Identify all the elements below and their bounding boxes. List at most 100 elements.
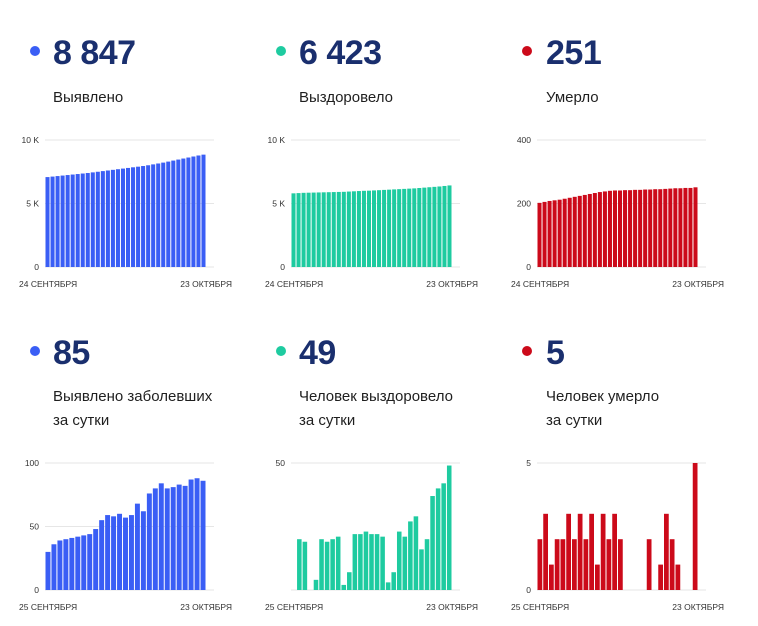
- bar: [105, 515, 111, 590]
- x-end-label: 23 ОКТЯБРЯ: [426, 279, 478, 289]
- bar: [341, 584, 347, 590]
- bar: [638, 189, 643, 267]
- bar: [164, 488, 170, 590]
- bar: [141, 166, 146, 267]
- bar: [387, 189, 392, 267]
- bar: [128, 515, 134, 590]
- y-tick-label: 0: [34, 585, 39, 595]
- chart-total-recovered: 0 5 K 10 K 24 СЕНТЯБРЯ 23 ОКТЯБРЯ: [265, 135, 478, 289]
- bar: [547, 200, 552, 267]
- x-start-label: 25 СЕНТЯБРЯ: [19, 602, 77, 612]
- bar: [607, 190, 612, 267]
- bar: [170, 487, 176, 590]
- bar: [668, 188, 673, 267]
- legend-dot: [522, 46, 532, 56]
- y-tick-label: 0: [34, 262, 39, 272]
- bar: [589, 513, 594, 590]
- bar: [572, 539, 577, 590]
- bar: [95, 171, 100, 267]
- bar: [75, 536, 81, 590]
- bar: [692, 463, 698, 590]
- bar: [319, 539, 324, 590]
- bar: [191, 156, 196, 267]
- x-start-label: 24 СЕНТЯБРЯ: [511, 279, 569, 289]
- bar: [618, 190, 623, 267]
- bar: [111, 516, 117, 590]
- bar: [87, 534, 93, 590]
- legend-dot: [30, 346, 40, 356]
- bar: [623, 190, 628, 267]
- bar: [430, 496, 435, 590]
- bar: [335, 536, 341, 590]
- bar: [341, 191, 346, 267]
- bar: [201, 154, 206, 267]
- label-daily-cases-line1: Выявлено заболевших: [53, 388, 213, 405]
- bar: [313, 579, 319, 590]
- bar: [572, 196, 577, 267]
- y-tick-label: 50: [276, 458, 286, 468]
- chart-total-cases: 0 5 K 10 K 24 СЕНТЯБРЯ 23 ОКТЯБРЯ: [19, 135, 232, 289]
- bar: [306, 192, 311, 267]
- bar: [321, 192, 326, 267]
- x-end-label: 23 ОКТЯБРЯ: [672, 279, 724, 289]
- bar: [117, 513, 123, 590]
- bar: [351, 191, 356, 267]
- bar: [120, 168, 125, 267]
- chart-daily-cases: 0 50 100 25 СЕНТЯБРЯ 23 ОКТЯБРЯ: [19, 458, 232, 612]
- bar: [377, 190, 382, 267]
- legend-dot: [30, 46, 40, 56]
- bar: [658, 564, 663, 590]
- bar: [446, 465, 452, 590]
- y-tick-label: 400: [517, 135, 531, 145]
- bar: [402, 536, 408, 590]
- bar: [602, 191, 607, 267]
- bar: [552, 200, 557, 267]
- bar: [612, 513, 617, 590]
- bar: [612, 190, 617, 267]
- bar: [182, 485, 188, 590]
- bar: [664, 513, 669, 590]
- bar: [352, 534, 358, 590]
- x-start-label: 25 СЕНТЯБРЯ: [511, 602, 569, 612]
- y-tick-label: 5 K: [272, 199, 285, 209]
- bar: [385, 582, 391, 590]
- bar: [374, 534, 380, 590]
- x-end-label: 23 ОКТЯБРЯ: [180, 602, 232, 612]
- bar: [437, 186, 442, 267]
- bar: [402, 188, 407, 267]
- bar: [123, 517, 128, 590]
- bar: [678, 188, 683, 267]
- bar: [75, 174, 80, 267]
- bar: [554, 539, 560, 590]
- bar: [407, 188, 412, 267]
- bar: [358, 534, 363, 590]
- bar: [653, 189, 658, 267]
- bar: [693, 187, 698, 267]
- bar: [301, 192, 306, 267]
- bar: [391, 572, 396, 590]
- bar: [296, 193, 301, 267]
- bar: [110, 169, 115, 267]
- bar: [441, 483, 446, 590]
- bar: [432, 186, 437, 267]
- x-end-label: 23 ОКТЯБРЯ: [180, 279, 232, 289]
- bar: [50, 176, 55, 267]
- bar: [152, 488, 158, 590]
- legend-dot: [522, 346, 532, 356]
- bar: [176, 159, 181, 267]
- bar: [136, 166, 141, 267]
- bar: [566, 513, 571, 590]
- bar: [93, 529, 99, 590]
- y-tick-label: 200: [517, 199, 531, 209]
- bar: [45, 177, 50, 267]
- value-daily-recovered: 49: [299, 334, 336, 372]
- x-start-label: 24 СЕНТЯБРЯ: [19, 279, 77, 289]
- label-daily-recovered-line2: за сутки: [299, 412, 356, 429]
- chart-total-deaths: 0 200 400 24 СЕНТЯБРЯ 23 ОКТЯБРЯ: [511, 135, 724, 289]
- bar: [330, 539, 335, 590]
- bar: [176, 484, 182, 590]
- bar: [181, 158, 186, 267]
- y-tick-label: 0: [526, 262, 531, 272]
- bar: [126, 167, 131, 267]
- label-daily-deaths-line2: за сутки: [546, 412, 603, 429]
